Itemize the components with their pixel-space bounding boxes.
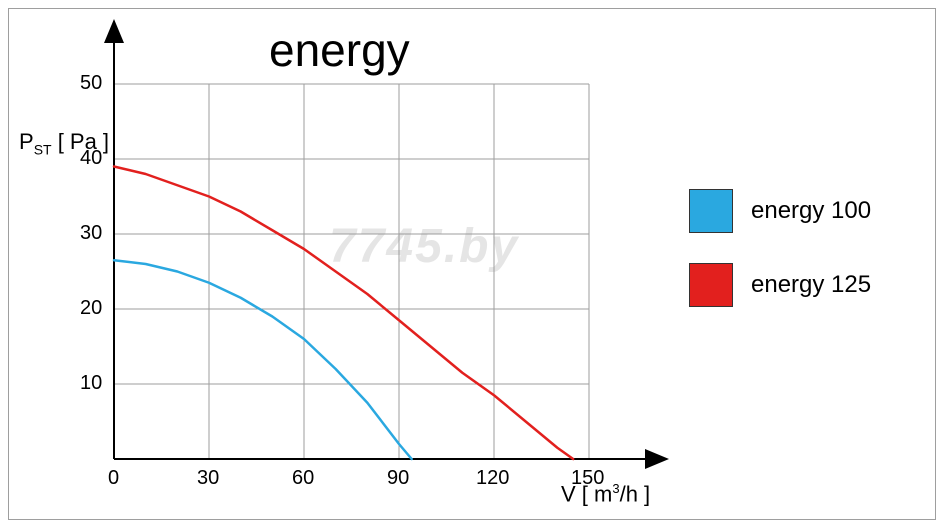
legend-swatch-0: [689, 189, 733, 233]
ytick-label: 10: [80, 372, 102, 395]
ytick-label: 40: [80, 147, 102, 170]
legend-swatch-1: [689, 263, 733, 307]
axes: [114, 39, 649, 459]
ytick-label: 50: [80, 72, 102, 95]
ytick-label: 20: [80, 297, 102, 320]
legend-item: energy 125: [689, 263, 871, 307]
xlabel-prefix: V [ m: [561, 481, 612, 506]
xtick-label: 90: [387, 467, 409, 490]
legend-label-1: energy 125: [751, 271, 871, 299]
x-axis-label: V [ m3/h ]: [561, 481, 650, 507]
ytick-label: 30: [80, 222, 102, 245]
xlabel-sup: 3: [612, 481, 619, 496]
xtick-label: 30: [197, 467, 219, 490]
chart-frame: energy PST [ Pa ] 0306090120150102030405…: [8, 8, 936, 520]
legend-label-0: energy 100: [751, 197, 871, 225]
legend: energy 100 energy 125: [689, 189, 871, 337]
legend-item: energy 100: [689, 189, 871, 233]
xlabel-suffix: /h ]: [620, 481, 651, 506]
chart-svg: [9, 9, 669, 521]
xtick-label: 60: [292, 467, 314, 490]
xtick-label: 120: [476, 467, 509, 490]
chart-area: energy PST [ Pa ] 0306090120150102030405…: [9, 9, 669, 521]
xtick-label: 0: [108, 467, 119, 490]
series-lines: [114, 167, 573, 460]
grid-lines: [114, 84, 589, 459]
